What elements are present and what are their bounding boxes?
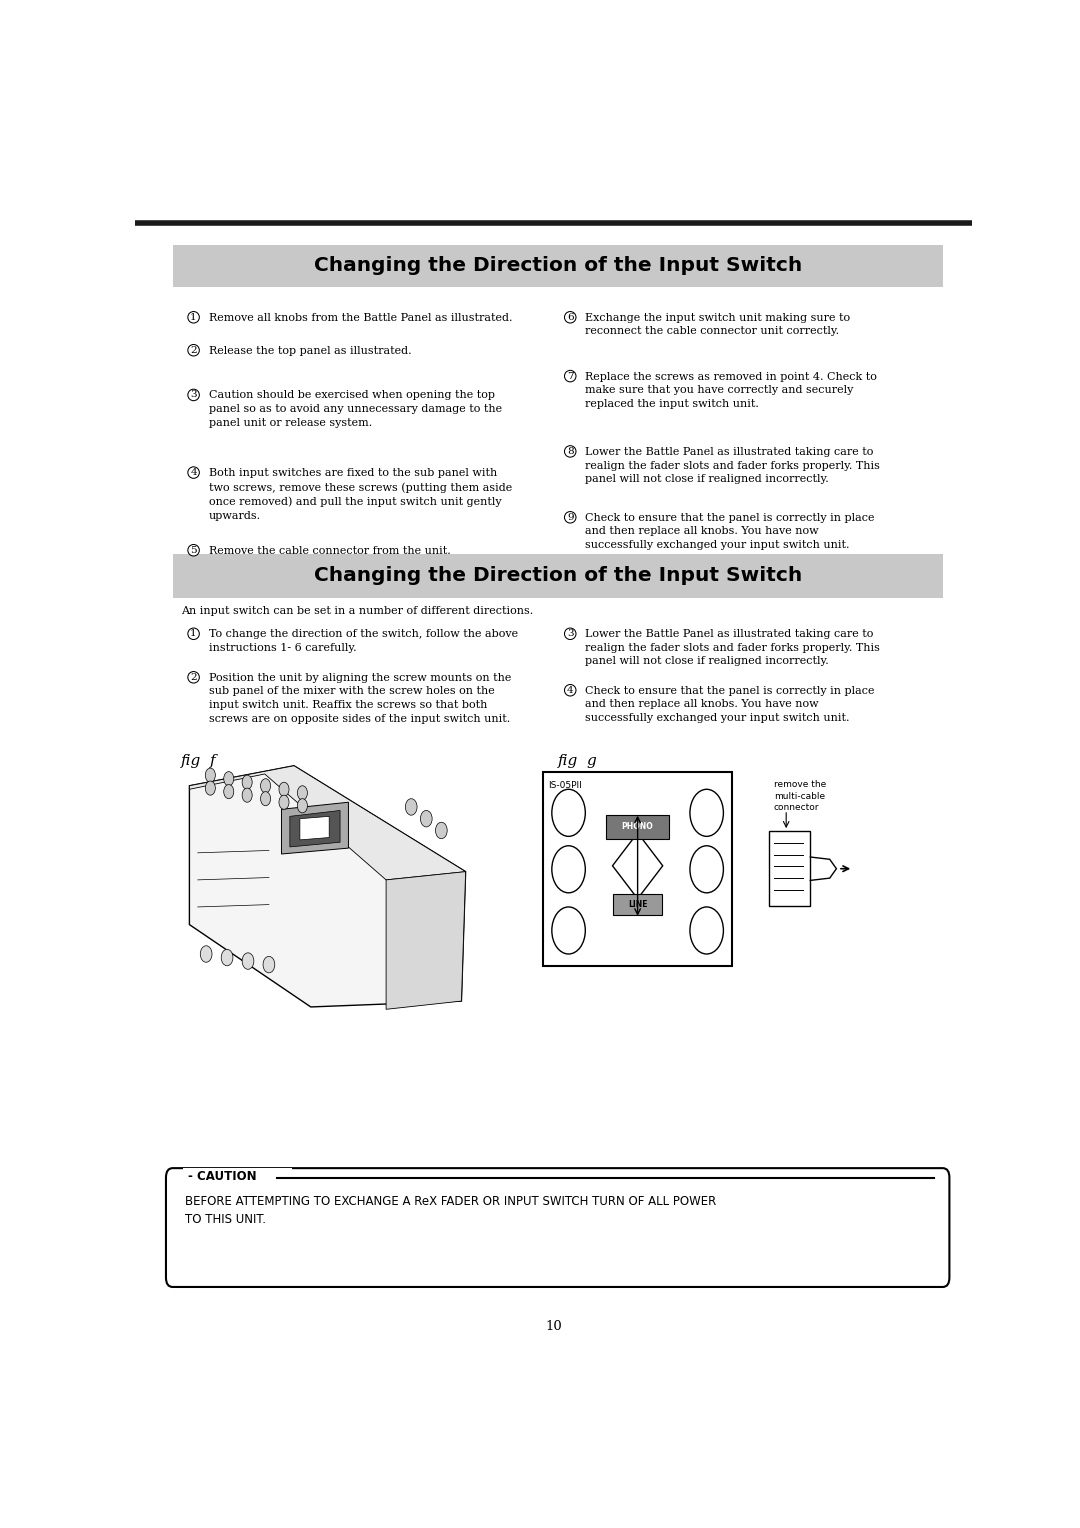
Circle shape bbox=[420, 810, 432, 827]
Circle shape bbox=[205, 769, 215, 782]
Text: BEFORE ATTEMPTING TO EXCHANGE A ReX FADER OR INPUT SWITCH TURN OF ALL POWER
TO T: BEFORE ATTEMPTING TO EXCHANGE A ReX FADE… bbox=[186, 1195, 716, 1225]
Circle shape bbox=[552, 790, 585, 836]
Circle shape bbox=[205, 781, 215, 795]
Text: Remove all knobs from the Battle Panel as illustrated.: Remove all knobs from the Battle Panel a… bbox=[208, 313, 512, 322]
Text: Position the unit by aligning the screw mounts on the
sub panel of the mixer wit: Position the unit by aligning the screw … bbox=[208, 672, 511, 724]
Text: Release the top panel as illustrated.: Release the top panel as illustrated. bbox=[208, 345, 411, 356]
FancyBboxPatch shape bbox=[183, 1167, 292, 1183]
Text: IS-05PII: IS-05PII bbox=[549, 781, 582, 790]
Text: fig  f: fig f bbox=[181, 753, 217, 769]
Text: LINE: LINE bbox=[627, 900, 647, 909]
Circle shape bbox=[297, 799, 308, 813]
Text: 6: 6 bbox=[567, 313, 573, 322]
Text: An input switch can be set in a number of different directions.: An input switch can be set in a number o… bbox=[181, 605, 534, 616]
Circle shape bbox=[297, 785, 308, 799]
FancyBboxPatch shape bbox=[173, 244, 943, 287]
Text: Check to ensure that the panel is correctly in place
and then replace all knobs.: Check to ensure that the panel is correc… bbox=[585, 513, 875, 550]
Circle shape bbox=[242, 953, 254, 969]
Circle shape bbox=[221, 949, 233, 966]
Circle shape bbox=[690, 847, 724, 892]
Text: - CAUTION: - CAUTION bbox=[188, 1170, 256, 1183]
Circle shape bbox=[690, 908, 724, 953]
Polygon shape bbox=[387, 871, 465, 1010]
Text: 9: 9 bbox=[567, 513, 573, 521]
Text: Exchange the input switch unit making sure to
reconnect the cable connector unit: Exchange the input switch unit making su… bbox=[585, 313, 850, 336]
Text: Lower the Battle Panel as illustrated taking care to
realign the fader slots and: Lower the Battle Panel as illustrated ta… bbox=[585, 446, 880, 484]
FancyBboxPatch shape bbox=[613, 894, 662, 915]
Circle shape bbox=[224, 772, 233, 785]
Text: To change the direction of the switch, follow the above
instructions 1- 6 carefu: To change the direction of the switch, f… bbox=[208, 630, 517, 652]
Circle shape bbox=[405, 799, 417, 814]
Text: 2: 2 bbox=[190, 672, 197, 681]
Text: 7: 7 bbox=[567, 371, 573, 380]
Text: Replace the screws as removed in point 4. Check to
make sure that you have corre: Replace the screws as removed in point 4… bbox=[585, 371, 877, 410]
Circle shape bbox=[552, 847, 585, 892]
Circle shape bbox=[260, 792, 271, 805]
Text: Remove the cable connector from the unit.: Remove the cable connector from the unit… bbox=[208, 545, 450, 556]
FancyBboxPatch shape bbox=[769, 831, 810, 906]
Text: 1: 1 bbox=[190, 630, 197, 639]
Text: 4: 4 bbox=[567, 686, 573, 695]
Text: 1: 1 bbox=[190, 313, 197, 322]
Text: remove the
multi-cable
connector: remove the multi-cable connector bbox=[773, 781, 826, 813]
Circle shape bbox=[260, 779, 271, 793]
Circle shape bbox=[242, 788, 253, 802]
Polygon shape bbox=[612, 833, 663, 898]
Circle shape bbox=[242, 775, 253, 790]
Circle shape bbox=[435, 822, 447, 839]
Circle shape bbox=[264, 957, 274, 973]
Circle shape bbox=[279, 782, 289, 796]
Text: fig  g: fig g bbox=[557, 753, 597, 769]
Circle shape bbox=[224, 784, 233, 799]
Text: 10: 10 bbox=[545, 1320, 562, 1334]
Text: Both input switches are fixed to the sub panel with
two screws, remove these scr: Both input switches are fixed to the sub… bbox=[208, 468, 512, 521]
Text: 2: 2 bbox=[190, 345, 197, 354]
Text: 8: 8 bbox=[567, 446, 573, 455]
Text: PHONO: PHONO bbox=[622, 822, 653, 831]
Circle shape bbox=[552, 908, 585, 953]
Text: Lower the Battle Panel as illustrated taking care to
realign the fader slots and: Lower the Battle Panel as illustrated ta… bbox=[585, 630, 880, 666]
Text: 3: 3 bbox=[567, 630, 573, 639]
FancyBboxPatch shape bbox=[166, 1167, 949, 1287]
Polygon shape bbox=[289, 810, 340, 847]
Text: Caution should be exercised when opening the top
panel so as to avoid any unnece: Caution should be exercised when opening… bbox=[208, 391, 502, 428]
Text: Changing the Direction of the Input Switch: Changing the Direction of the Input Swit… bbox=[313, 257, 801, 275]
FancyBboxPatch shape bbox=[173, 555, 943, 597]
Polygon shape bbox=[282, 802, 349, 854]
Text: 4: 4 bbox=[190, 468, 197, 477]
Circle shape bbox=[200, 946, 212, 963]
Polygon shape bbox=[189, 766, 465, 1007]
Polygon shape bbox=[300, 816, 329, 840]
Circle shape bbox=[279, 795, 289, 810]
FancyBboxPatch shape bbox=[606, 814, 669, 839]
Text: 5: 5 bbox=[190, 545, 197, 555]
FancyBboxPatch shape bbox=[543, 772, 732, 966]
Text: Check to ensure that the panel is correctly in place
and then replace all knobs.: Check to ensure that the panel is correc… bbox=[585, 686, 875, 723]
Text: 3: 3 bbox=[190, 391, 197, 399]
Circle shape bbox=[690, 790, 724, 836]
Text: Changing the Direction of the Input Switch: Changing the Direction of the Input Swit… bbox=[313, 567, 801, 585]
Polygon shape bbox=[189, 766, 465, 880]
